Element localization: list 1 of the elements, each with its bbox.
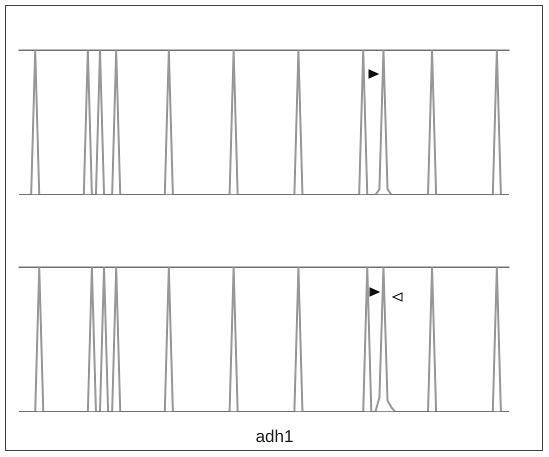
x-axis-title: adh1 — [254, 427, 294, 447]
